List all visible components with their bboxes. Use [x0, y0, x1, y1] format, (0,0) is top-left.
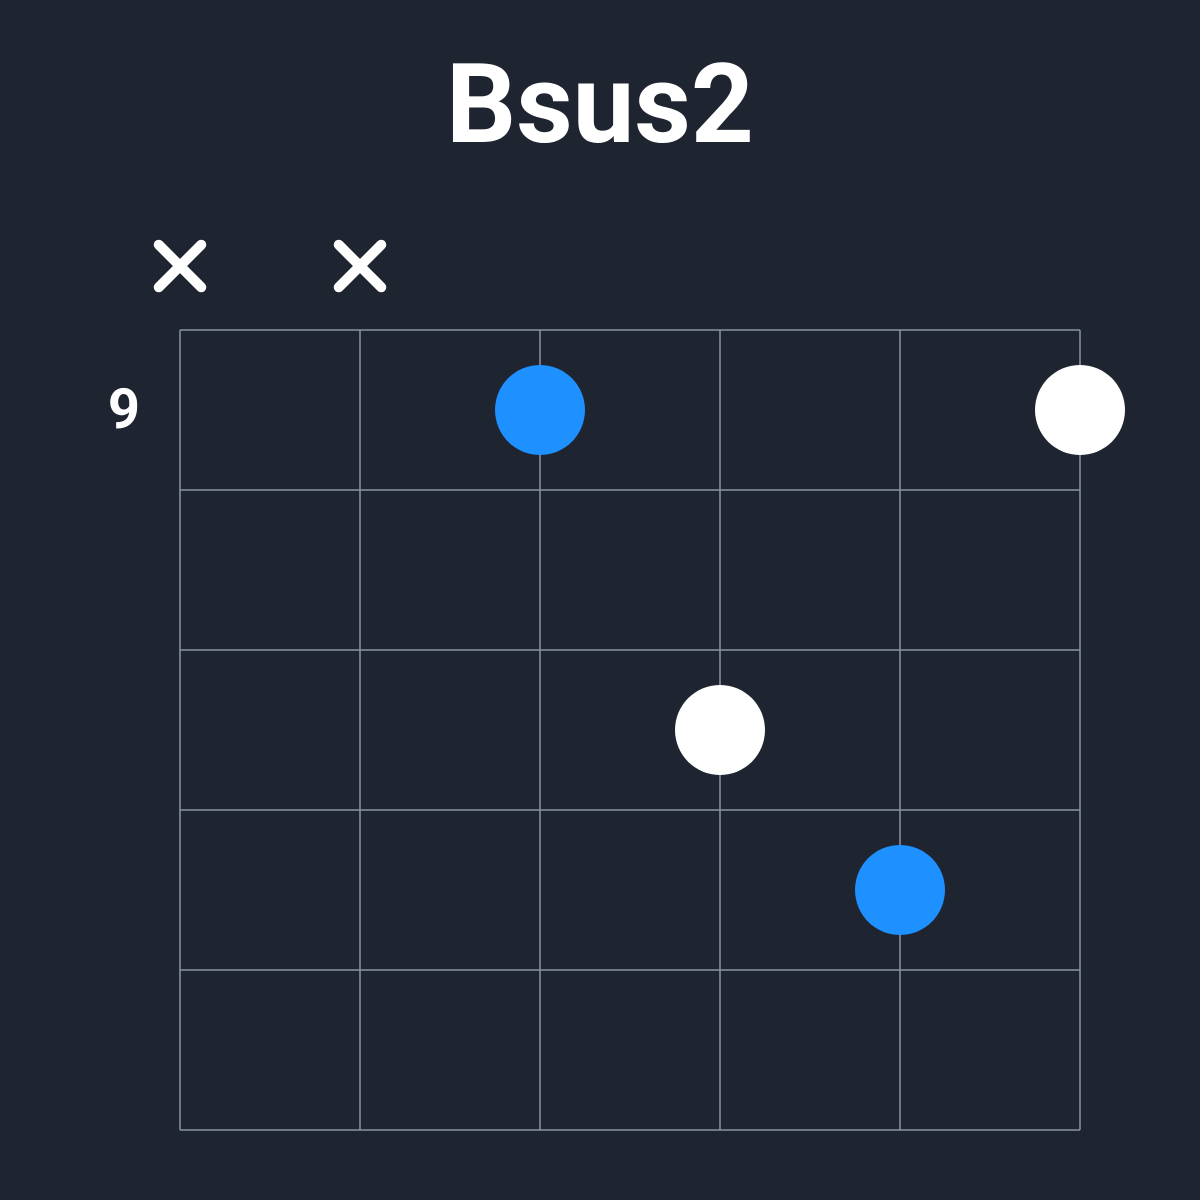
finger-dot [675, 685, 765, 775]
finger-dot [855, 845, 945, 935]
chord-diagram: Bsus2 9 [0, 0, 1200, 1200]
mute-marker [339, 245, 382, 288]
finger-dot [495, 365, 585, 455]
mute-marker [159, 245, 202, 288]
finger-dot [1035, 365, 1125, 455]
fretboard-svg [0, 0, 1200, 1200]
